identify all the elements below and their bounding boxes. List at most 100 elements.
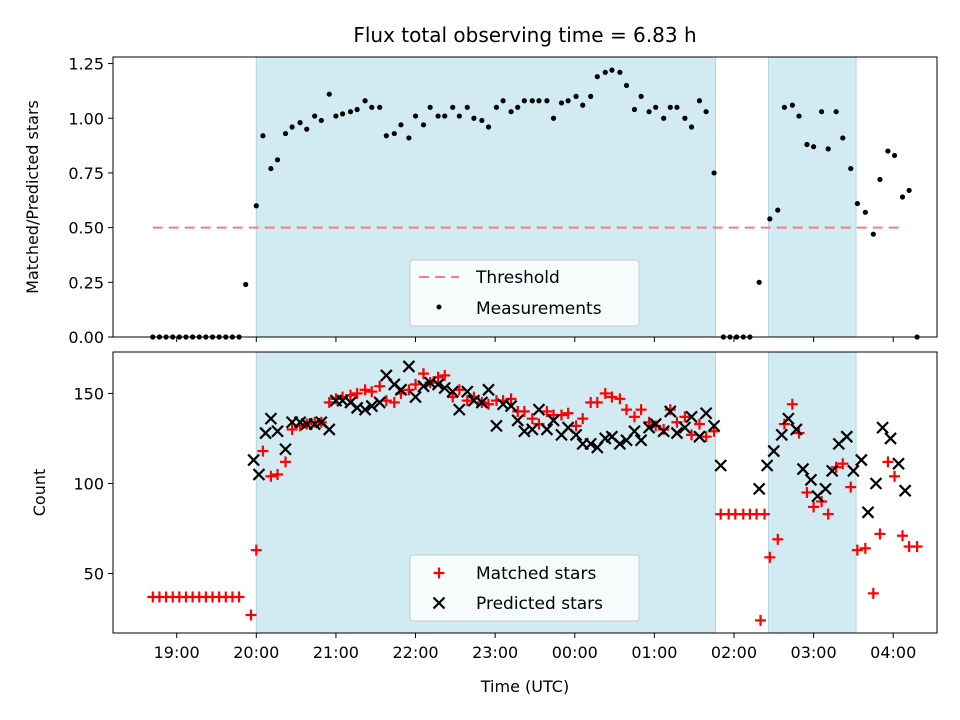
matched-point xyxy=(577,413,589,425)
predicted-point xyxy=(634,433,648,447)
predicted-point xyxy=(373,396,386,409)
measurement-point xyxy=(312,113,318,119)
matched-point xyxy=(755,614,767,626)
cross-b xyxy=(394,383,408,397)
cross-b xyxy=(482,383,495,397)
matched-point xyxy=(897,530,909,542)
matched-point xyxy=(447,391,459,403)
measurement-point xyxy=(580,102,586,108)
predicted-point xyxy=(252,468,266,481)
cross-b xyxy=(358,403,372,416)
matched-point xyxy=(693,418,705,430)
predicted-point xyxy=(446,385,459,398)
measurement-point xyxy=(521,98,527,104)
measurement-point xyxy=(848,165,854,172)
predicted-point xyxy=(869,477,883,490)
cross-b xyxy=(819,482,832,496)
matched-point xyxy=(889,470,901,482)
matched-point xyxy=(359,384,371,396)
matched-point xyxy=(867,587,879,599)
top-y-tick-label: 1.00 xyxy=(68,109,104,128)
matched-point xyxy=(526,413,538,425)
cross-b xyxy=(775,428,789,442)
matched-point xyxy=(911,541,923,553)
predicted-point xyxy=(884,432,897,445)
predicted-point xyxy=(790,423,803,436)
measurement-point xyxy=(377,104,383,110)
measurement-point xyxy=(412,113,419,119)
bottom-y-tick-label: 150 xyxy=(73,384,104,403)
cross-b xyxy=(388,378,401,391)
cross-b xyxy=(365,399,379,413)
cross-b xyxy=(373,396,386,409)
matched-point xyxy=(410,378,422,390)
measurement-point xyxy=(243,281,249,288)
cross-b xyxy=(461,385,474,398)
matched-point xyxy=(882,456,894,468)
cross-b xyxy=(547,414,560,427)
predicted-point xyxy=(511,414,524,427)
measurement-point xyxy=(711,170,717,176)
top-y-tick-label: 1.25 xyxy=(68,55,104,74)
measurement-point xyxy=(268,165,274,172)
matched-point xyxy=(614,393,626,405)
predicted-point xyxy=(540,423,554,436)
matched-point xyxy=(366,386,378,398)
cross-b xyxy=(526,423,539,436)
measurement-point xyxy=(638,93,644,99)
cross-b xyxy=(707,419,721,433)
cross-b xyxy=(511,414,524,427)
matched-point xyxy=(822,508,834,520)
measurement-point xyxy=(804,141,810,148)
measurement-point xyxy=(318,117,324,124)
matched-point xyxy=(461,395,473,407)
predicted-point xyxy=(775,428,789,442)
bottom-axes-frame xyxy=(112,351,938,634)
measurement-point xyxy=(391,130,397,137)
measurement-point xyxy=(767,216,773,222)
measurement-point xyxy=(682,115,688,121)
legend-matched-swatch xyxy=(433,567,445,579)
top-y-tick-label: 0.00 xyxy=(68,328,104,347)
bottom-x-tick-label: 01:00 xyxy=(631,643,677,662)
matched-point xyxy=(801,487,813,498)
cross-b xyxy=(323,423,336,436)
cross-b xyxy=(475,396,489,409)
predicted-point xyxy=(490,419,503,433)
measurement-point xyxy=(347,109,354,115)
bottom-y-axis-label: Count xyxy=(30,469,49,517)
top-y-tick-label: 0.50 xyxy=(68,219,104,238)
top-legend-box xyxy=(409,259,640,327)
predicted-point xyxy=(760,459,774,472)
predicted-point xyxy=(804,473,818,487)
predicted-point xyxy=(504,399,518,413)
legend-cross-mark xyxy=(432,596,446,610)
cross-b xyxy=(861,506,875,519)
bottom-x-tick-label: 02:00 xyxy=(711,643,757,662)
cross-b xyxy=(685,410,698,424)
predicted-point xyxy=(892,457,905,470)
cross-b xyxy=(252,468,266,481)
measurement-point xyxy=(891,152,898,159)
matched-point xyxy=(700,431,712,443)
predicted-point xyxy=(796,462,810,476)
cross-b xyxy=(714,459,727,472)
matched-point xyxy=(772,533,784,545)
bottom-x-tick-label: 19:00 xyxy=(154,643,200,662)
cross-b xyxy=(402,360,416,373)
chart-title: Flux total observing time = 6.83 h xyxy=(353,23,696,47)
predicted-point xyxy=(628,424,641,438)
predicted-point xyxy=(438,381,452,395)
matched-point xyxy=(286,423,298,435)
matched-point xyxy=(837,458,849,470)
predicted-point xyxy=(819,482,832,496)
matched-point xyxy=(635,404,647,416)
bottom-x-tick-label: 23:00 xyxy=(472,643,518,662)
cross-b xyxy=(446,385,459,398)
cross-b xyxy=(432,596,446,610)
matched-point xyxy=(808,501,820,513)
predicted-point xyxy=(693,430,706,443)
predicted-point xyxy=(714,459,727,472)
predicted-point xyxy=(461,385,474,398)
cross-b xyxy=(293,415,307,429)
